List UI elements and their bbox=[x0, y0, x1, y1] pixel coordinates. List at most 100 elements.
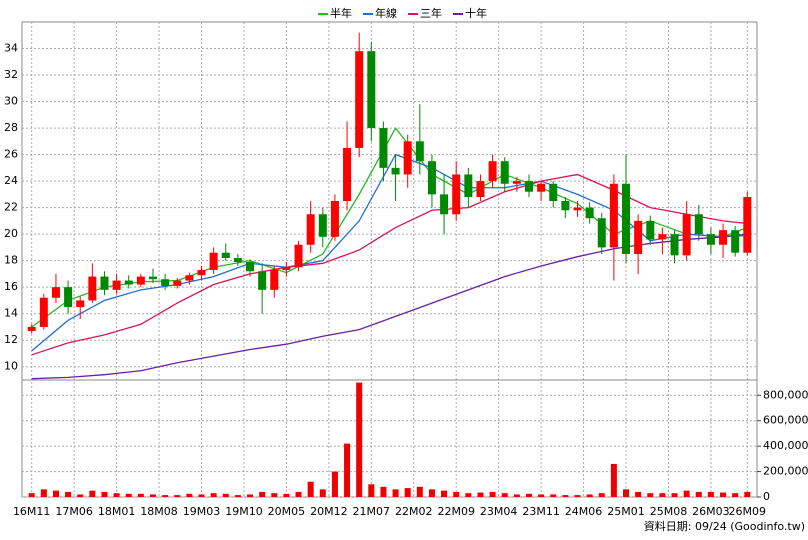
candle-body bbox=[51, 287, 60, 298]
candle-body bbox=[246, 261, 255, 272]
volume-bar bbox=[344, 443, 351, 497]
volume-bar bbox=[550, 494, 557, 497]
candle-body bbox=[585, 207, 594, 219]
candle-body bbox=[64, 287, 73, 308]
volume-bar bbox=[441, 490, 448, 497]
volume-bar bbox=[623, 489, 630, 497]
candle-body bbox=[512, 181, 521, 184]
volume-bar bbox=[210, 493, 217, 497]
x-tick-label: 22M09 bbox=[437, 505, 475, 518]
y-tick-label: 24 bbox=[4, 174, 18, 187]
y-tick-label: 22 bbox=[4, 201, 18, 214]
candle-body bbox=[306, 214, 315, 245]
volume-bar bbox=[149, 494, 156, 497]
candle-body bbox=[524, 181, 533, 192]
y2-tick-label: 600,000 bbox=[763, 414, 808, 427]
candle-body bbox=[185, 275, 194, 281]
candle-body bbox=[294, 244, 303, 268]
candle-body bbox=[719, 230, 728, 245]
x-tick-label: 26M03 bbox=[692, 505, 730, 518]
candle-body bbox=[148, 276, 157, 280]
y2-tick-label: 400,000 bbox=[763, 439, 808, 452]
x-tick-label: 25M08 bbox=[650, 505, 688, 518]
volume-bar bbox=[489, 491, 496, 497]
candle-body bbox=[330, 201, 339, 237]
volume-bar bbox=[501, 493, 508, 497]
candle-body bbox=[731, 230, 740, 253]
candle-body bbox=[561, 201, 570, 211]
volume-bar bbox=[307, 481, 314, 497]
x-tick-label: 24M06 bbox=[565, 505, 603, 518]
candle-body bbox=[452, 174, 461, 215]
y2-tick-label: 0 bbox=[763, 490, 770, 503]
x-tick-label: 23M04 bbox=[480, 505, 518, 518]
y-tick-label: 18 bbox=[4, 254, 18, 267]
footer: 資料日期: 09/24 (Goodinfo.tw) bbox=[644, 519, 805, 533]
volume-bar bbox=[598, 493, 605, 497]
volume-bar bbox=[271, 493, 278, 497]
volume-bar bbox=[283, 493, 290, 497]
y-tick-label: 32 bbox=[4, 68, 18, 81]
volume-bar bbox=[137, 493, 144, 497]
volume-bar bbox=[319, 489, 326, 497]
x-tick-label: 22M02 bbox=[395, 505, 433, 518]
x-tick-label: 18M01 bbox=[98, 505, 136, 518]
candle-body bbox=[682, 214, 691, 256]
ma-line bbox=[31, 173, 748, 356]
volume-bar bbox=[259, 491, 266, 497]
candle-body bbox=[440, 194, 449, 215]
candle-body bbox=[173, 280, 182, 286]
volume-bar bbox=[574, 495, 581, 497]
candle-body bbox=[646, 220, 655, 240]
candle-body bbox=[209, 252, 218, 270]
volume-bar bbox=[331, 471, 338, 497]
volume-bar bbox=[659, 493, 666, 497]
candle-body bbox=[221, 252, 230, 259]
volume-bar bbox=[198, 494, 205, 497]
candle-body bbox=[39, 297, 48, 327]
candle-body bbox=[124, 280, 133, 285]
volume-bar bbox=[477, 492, 484, 497]
candle-body bbox=[476, 181, 485, 198]
volume-bar bbox=[635, 491, 642, 497]
volume-bar bbox=[428, 489, 435, 497]
x-tick-label: 19M03 bbox=[183, 505, 221, 518]
x-tick-label: 17M06 bbox=[55, 505, 93, 518]
candle-body bbox=[136, 276, 145, 285]
candle-body bbox=[343, 147, 352, 201]
y-tick-label: 16 bbox=[4, 280, 18, 293]
volume-bar bbox=[465, 493, 472, 497]
candle-body bbox=[658, 234, 667, 240]
candle-body bbox=[403, 141, 412, 175]
candle-body bbox=[391, 167, 400, 175]
candle-body bbox=[694, 214, 703, 235]
volume-bar bbox=[380, 486, 387, 497]
x-tick-label: 20M12 bbox=[310, 505, 348, 518]
volume-bar bbox=[392, 489, 399, 497]
candle-body bbox=[464, 174, 473, 198]
candle-body bbox=[670, 234, 679, 256]
y-tick-label: 20 bbox=[4, 227, 18, 240]
volume-bar bbox=[186, 493, 193, 497]
volume-bar bbox=[101, 491, 108, 497]
volume-bar bbox=[671, 493, 678, 497]
y-tick-label: 34 bbox=[4, 42, 18, 55]
y2-tick-label: 800,000 bbox=[763, 388, 808, 401]
candle-body bbox=[76, 300, 85, 308]
y-tick-label: 28 bbox=[4, 121, 18, 134]
x-tick-label: 21M07 bbox=[353, 505, 391, 518]
candle-body bbox=[427, 161, 436, 195]
volume-bar bbox=[610, 463, 617, 497]
legend-label: 半年 bbox=[330, 6, 352, 20]
candle-body bbox=[100, 276, 109, 290]
volume-bar bbox=[513, 494, 520, 497]
candle-body bbox=[355, 51, 364, 148]
x-tick-label: 23M11 bbox=[522, 505, 560, 518]
y-tick-label: 14 bbox=[4, 307, 18, 320]
legend-label: 十年 bbox=[465, 6, 487, 20]
volume-bar bbox=[525, 493, 532, 497]
candle-body bbox=[597, 218, 606, 248]
candle-body bbox=[609, 183, 618, 248]
candle-body bbox=[282, 267, 291, 270]
